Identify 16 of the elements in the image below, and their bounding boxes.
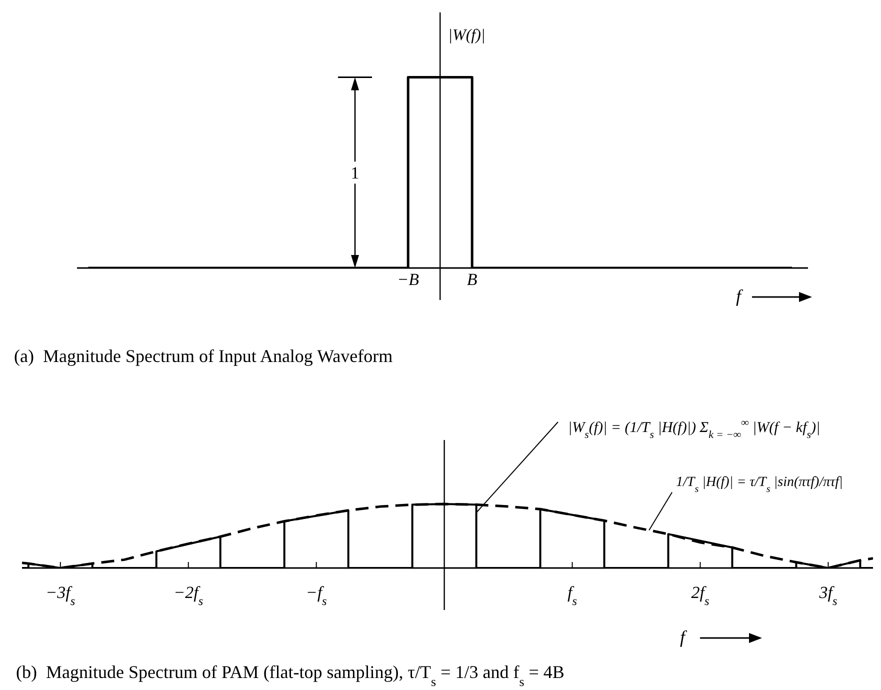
x-tick-label: f$_{s}$ <box>568 583 578 608</box>
x-tick-label: −3f$_{s}$ <box>46 583 76 608</box>
text: |W$_{s}$(f)| = (1/T$_{s}$ |H(f)|) Σ$_{k = −∞}$$^{∞}$ |W(f − kf$_{s}$)| <box>568 417 820 441</box>
x-tick-label: −f$_{s}$ <box>306 583 328 608</box>
text: (b) Magnitude Spectrum of PAM (flat-top sampling), τ/T$_{s}$ = 1/3 and f$_{s}$ = 4B <box>16 662 564 688</box>
x-tick-label: B <box>466 270 478 289</box>
x-tick-label: 2f$_{s}$ <box>691 583 710 608</box>
y-axis-title: |W(f)| <box>448 27 486 44</box>
annotation: 1 <box>350 164 360 183</box>
x-axis-title: f <box>736 286 744 306</box>
text: (a) Magnitude Spectrum of Input Analog Waveform <box>14 346 393 366</box>
x-axis-title: f <box>680 627 688 647</box>
x-tick-label: 3f$_{s}$ <box>818 583 838 608</box>
x-tick-label: −2f$_{s}$ <box>174 583 204 608</box>
x-tick-label: −B <box>397 270 420 289</box>
annotation: 1/T$_{s}$ |H(f)| = τ/T$_{s}$ |sin(πτf)/πτf| <box>676 475 843 495</box>
